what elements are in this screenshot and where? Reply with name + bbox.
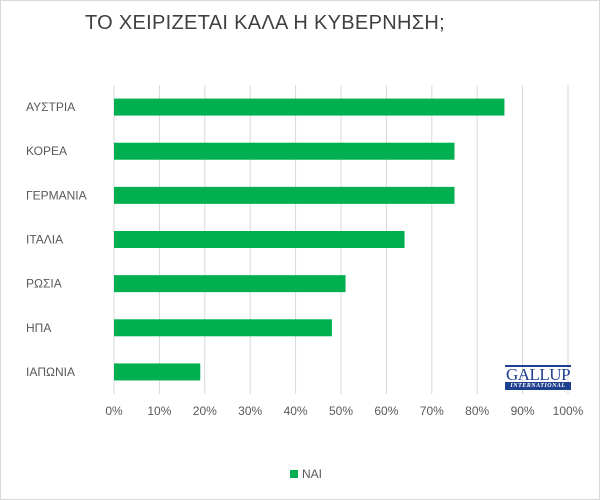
bar: [114, 186, 455, 204]
category-label: ΡΩΣΙΑ: [26, 277, 62, 291]
x-tick-label: 40%: [284, 404, 308, 418]
category-label: ΙΤΑΛΙΑ: [26, 233, 63, 247]
logo-subtext: INTERNATIONAL: [505, 382, 571, 390]
chart-title: ΤΟ ΧΕΙΡΙΖΕΤΑΙ ΚΑΛΑ Η ΚΥΒΕΡΝΗΣΗ;: [85, 12, 445, 34]
x-tick-label: 10%: [147, 404, 171, 418]
x-tick-label: 60%: [374, 404, 398, 418]
x-tick-label: 100%: [553, 404, 584, 418]
bar: [114, 319, 332, 337]
bar: [114, 363, 201, 381]
bar: [114, 142, 455, 160]
bar: [114, 98, 505, 116]
category-label: ΓΕΡΜΑΝΙΑ: [26, 188, 87, 202]
category-label: ΗΠΑ: [26, 321, 51, 335]
category-label: ΑΥΣΤΡΙΑ: [26, 100, 75, 114]
category-label: ΚΟΡΕΑ: [26, 144, 67, 158]
legend: ΝΑΙ: [290, 467, 322, 481]
x-tick-label: 90%: [511, 404, 535, 418]
category-label: ΙΑΠΩΝΙΑ: [26, 365, 75, 379]
logo-text: GALLUP: [505, 365, 571, 384]
bar: [114, 275, 346, 293]
x-tick-label: 30%: [238, 404, 262, 418]
x-tick-label: 80%: [465, 404, 489, 418]
x-tick-label: 50%: [329, 404, 353, 418]
legend-swatch: [290, 470, 298, 478]
bar: [114, 231, 405, 248]
x-tick-label: 20%: [193, 404, 217, 418]
gallup-logo: GALLUP INTERNATIONAL: [505, 365, 571, 390]
x-tick-label: 0%: [105, 404, 123, 418]
legend-label: ΝΑΙ: [302, 467, 323, 481]
x-tick-label: 70%: [420, 404, 444, 418]
